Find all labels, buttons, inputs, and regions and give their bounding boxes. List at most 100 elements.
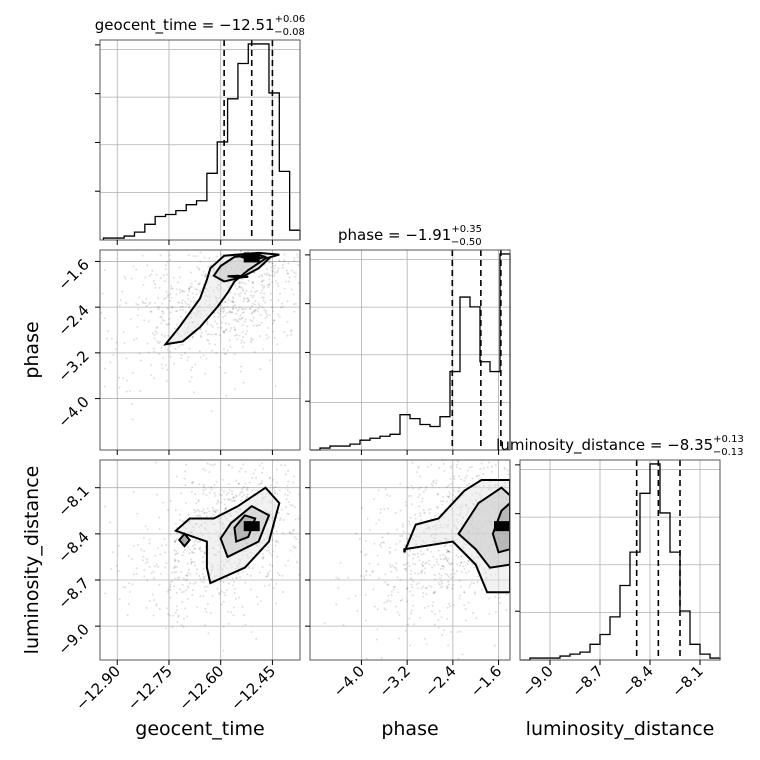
scatter-point [506,469,509,472]
scatter-point [290,333,293,336]
scatter-point [198,540,201,543]
scatter-point [135,302,138,305]
scatter-point [122,586,125,589]
scatter-point [161,318,164,321]
scatter-point [450,631,453,634]
scatter-point [171,305,174,308]
scatter-point [294,276,297,279]
scatter-point [259,482,262,485]
scatter-point [421,565,424,568]
scatter-point [252,316,255,319]
scatter-point [457,556,460,559]
scatter-point [179,276,182,279]
scatter-point [175,552,178,555]
scatter-point [198,547,201,550]
scatter-point [150,273,153,276]
contour-line [491,501,510,554]
scatter-point [264,301,267,304]
scatter-point [150,572,153,575]
scatter-point [230,300,233,303]
scatter-point [241,345,244,348]
scatter-point [171,306,174,309]
scatter-point [166,260,169,263]
hist-luminosity_distance-step [520,463,721,661]
scatter-point [169,596,172,599]
scatter-point [195,510,198,513]
scatter-point [253,291,256,294]
scatter-point [430,483,433,486]
scatter-point [172,276,175,279]
scatter-point [252,472,255,475]
contour-line [173,486,281,585]
scatter-point [255,324,258,327]
scatter-point [447,496,450,499]
scatter-point [405,537,408,540]
scatter-point [215,502,218,505]
scatter-point [186,359,189,362]
scatter-point [441,585,444,588]
scatter-point [287,559,290,562]
scatter-point [285,280,288,283]
scatter-point [222,625,225,628]
scatter-point [292,293,295,296]
scatter-point [158,287,161,290]
scatter-point [214,333,217,336]
scatter-point [395,543,398,546]
scatter-point [222,310,225,313]
scatter-point [421,569,424,572]
scatter-point [241,317,244,320]
scatter-point [461,653,464,656]
scatter-point [278,518,281,521]
scatter-point [261,289,264,292]
scatter-point [378,577,381,580]
scatter-point [435,558,438,561]
scatter-point [152,347,155,350]
scatter-point [194,493,197,496]
scatter-point [272,587,275,590]
scatter-point [386,583,389,586]
scatter-point [440,616,443,619]
scatter-point [190,376,193,379]
scatter-point [275,481,278,484]
scatter-point [198,268,201,271]
scatter-point [436,493,439,496]
scatter-point [187,294,190,297]
scatter-point [186,546,189,549]
scatter-point [401,534,404,537]
scatter-point [455,570,458,573]
scatter-point [161,310,164,313]
scatter-point [125,379,128,382]
scatter-point [160,346,163,349]
scatter-point [192,582,195,585]
scatter-point [215,352,218,355]
contour-line [457,486,510,569]
scatter-point [183,352,186,355]
scatter-point [173,577,176,580]
scatter-point [140,359,143,362]
scatter-point [272,532,275,535]
scatter-point [202,489,205,492]
scatter-point [428,511,431,514]
scatter-point [354,594,357,597]
scatter-point [375,638,378,641]
scatter-point [297,573,300,576]
scatter-point [286,334,289,337]
scatter-point [140,548,143,551]
scatter-point [243,341,246,344]
scatter-point [433,623,436,626]
scatter-point [131,558,134,561]
scatter-point [176,621,179,624]
scatter-point [236,309,239,312]
scatter-point [123,342,126,345]
scatter-point [277,511,280,514]
scatter-point [460,561,463,564]
scatter-point [323,622,326,625]
scatter-point [463,568,466,571]
scatter-point [171,614,174,617]
scatter-point [292,481,295,484]
scatter-point [135,268,138,271]
scatter-point [176,605,179,608]
scatter-point [243,311,246,314]
scatter-point [156,493,159,496]
scatter-point [475,617,478,620]
